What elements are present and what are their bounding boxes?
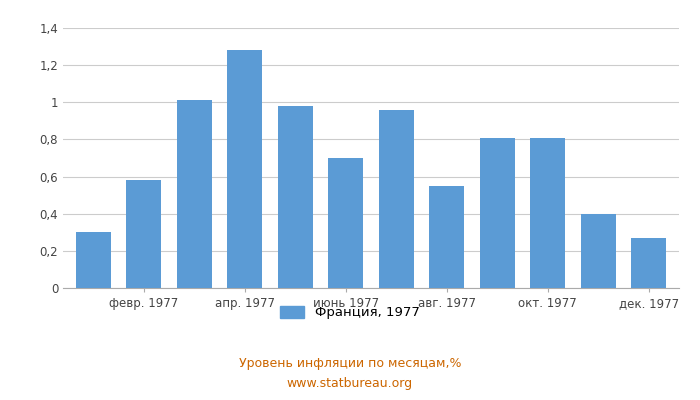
Bar xyxy=(379,110,414,288)
Bar xyxy=(176,100,212,288)
Bar xyxy=(429,186,464,288)
Bar xyxy=(580,214,616,288)
Bar xyxy=(328,158,363,288)
Bar xyxy=(480,138,515,288)
Bar xyxy=(530,138,566,288)
Bar xyxy=(631,238,666,288)
Bar xyxy=(76,232,111,288)
Legend: Франция, 1977: Франция, 1977 xyxy=(281,306,419,320)
Text: www.statbureau.org: www.statbureau.org xyxy=(287,378,413,390)
Text: Уровень инфляции по месяцам,%: Уровень инфляции по месяцам,% xyxy=(239,358,461,370)
Bar xyxy=(278,106,313,288)
Bar xyxy=(126,180,162,288)
Bar xyxy=(227,50,262,288)
